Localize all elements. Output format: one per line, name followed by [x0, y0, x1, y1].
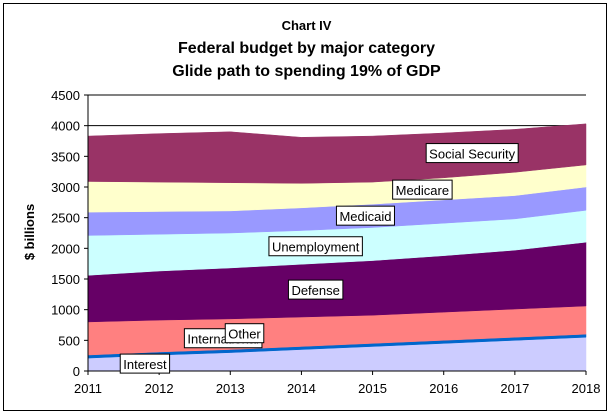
x-tick-label: 2012	[145, 381, 174, 396]
y-tick-label: 3500	[51, 149, 80, 164]
y-tick-label: 4500	[51, 88, 80, 103]
label-interest: Interest	[119, 353, 171, 374]
svg-text:Interest: Interest	[123, 357, 167, 372]
chart-title-line-2: Federal budget by major category	[178, 40, 435, 57]
y-tick-label: 0	[73, 364, 80, 379]
y-tick-label: 1000	[51, 303, 80, 318]
y-tick-label: 1500	[51, 272, 80, 287]
x-tick-label: 2014	[287, 381, 316, 396]
x-tick-label: 2013	[216, 381, 245, 396]
svg-text:Other: Other	[228, 327, 261, 342]
label-social-security: Social Security	[425, 143, 519, 164]
label-defense: Defense	[287, 279, 344, 300]
y-tick-label: 2000	[51, 241, 80, 256]
x-tick-label: 2017	[500, 381, 529, 396]
y-tick-label: 500	[58, 333, 80, 348]
y-tick-label: 2500	[51, 211, 80, 226]
chart-title-line-3: Glide path to spending 19% of GDP	[172, 63, 441, 80]
y-tick-label: 4000	[51, 119, 80, 134]
area-social-security	[87, 123, 587, 184]
svg-text:Defense: Defense	[291, 283, 339, 298]
x-tick-label: 2016	[429, 381, 458, 396]
label-medicaid: Medicaid	[335, 205, 395, 226]
svg-text:Unemployment: Unemployment	[272, 240, 360, 255]
y-tick-label: 3000	[51, 180, 80, 195]
x-tick-label: 2011	[74, 381, 102, 396]
x-tick-label: 2018	[572, 381, 601, 396]
label-other: Other	[224, 323, 265, 344]
x-tick-label: 2015	[358, 381, 387, 396]
svg-text:Medicare: Medicare	[396, 183, 449, 198]
y-axis-label: $ billions	[22, 204, 37, 260]
svg-text:Medicaid: Medicaid	[339, 209, 391, 224]
label-medicare: Medicare	[392, 179, 453, 200]
label-unemployment: Unemployment	[268, 236, 363, 257]
svg-text:Social Security: Social Security	[429, 147, 515, 162]
chart-title-line-1: Chart IV	[281, 18, 332, 33]
